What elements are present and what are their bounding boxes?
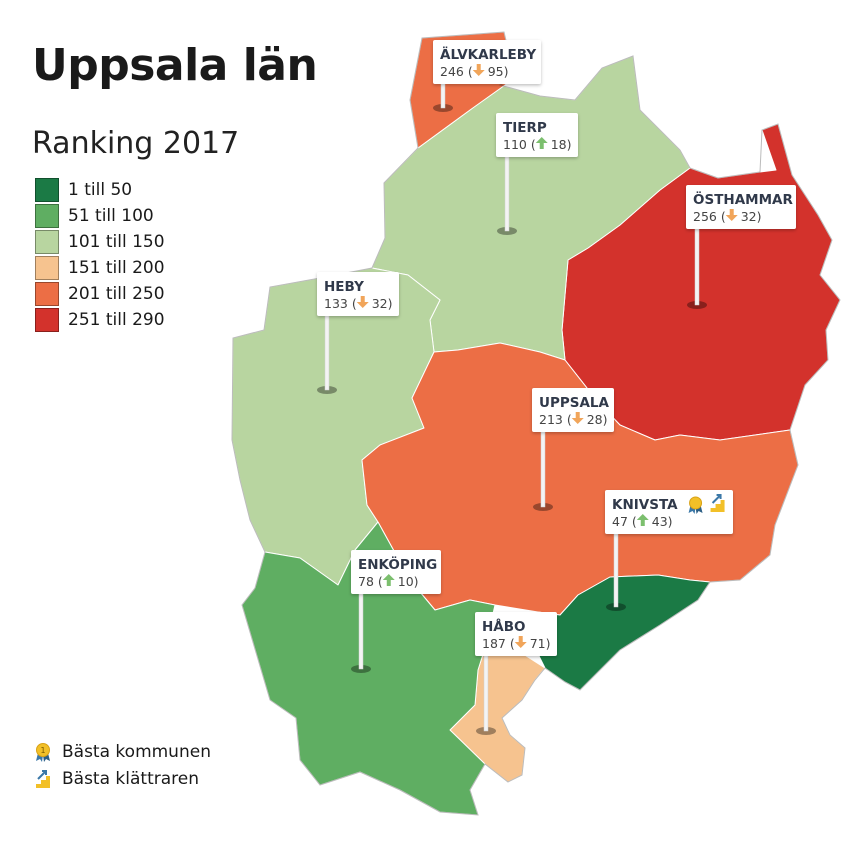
legend-item: 1 till 50: [35, 177, 165, 203]
municipality-regions: [231, 31, 841, 816]
page-subtitle: Ranking 2017: [32, 126, 240, 161]
municipality-rank: 187 (: [482, 636, 515, 651]
pin-card: [433, 40, 541, 84]
climber-icon: [710, 494, 725, 512]
municipality-change: 32): [372, 296, 393, 311]
pin-post: [483, 653, 489, 732]
arrow-down-icon: [356, 296, 369, 308]
badge-key: 1 Bästa kommunen Bästa klättraren: [32, 738, 211, 792]
municipality-change: 32): [741, 209, 762, 224]
pin-post: [504, 154, 510, 232]
legend-swatch: [35, 282, 59, 306]
pin-post: [613, 531, 619, 608]
page-title: Uppsala län: [32, 40, 318, 91]
municipality-change: 10): [398, 574, 419, 589]
legend-label: 51 till 100: [68, 206, 154, 226]
pin-post: [540, 429, 546, 508]
svg-text:1: 1: [40, 746, 45, 755]
legend-label: 201 till 250: [68, 284, 165, 304]
municipality-rank: 133 (: [324, 296, 357, 311]
legend-label: 151 till 200: [68, 258, 165, 278]
legend: 1 till 50 51 till 100 101 till 150 151 t…: [35, 177, 165, 333]
legend-item: 251 till 290: [35, 307, 165, 333]
legend-label: 1 till 50: [68, 180, 133, 200]
key-label-best-municipality: Bästa kommunen: [62, 741, 211, 762]
municipality-change: 43): [652, 514, 673, 529]
climber-icon: [36, 769, 50, 788]
municipality-name: ÄLVKARLEBY: [440, 46, 536, 63]
municipality-rank: 110 (: [503, 137, 536, 152]
legend-label: 251 till 290: [68, 310, 165, 330]
key-item: Bästa klättraren: [32, 765, 211, 792]
legend-swatch: [35, 256, 59, 280]
arrow-up-icon: [636, 514, 649, 526]
arrow-down-icon: [725, 209, 738, 221]
municipality-name: ÖSTHAMMAR: [693, 190, 793, 208]
arrow-up-icon: [382, 574, 395, 586]
municipality-name: KNIVSTA: [612, 497, 678, 513]
legend-swatch: [35, 308, 59, 332]
legend-item: 51 till 100: [35, 203, 165, 229]
municipality-name: UPPSALA: [539, 395, 610, 411]
municipality-name: HÅBO: [482, 618, 526, 635]
pin-post: [694, 226, 700, 306]
legend-label: 101 till 150: [68, 232, 165, 252]
municipality-change: 95): [488, 64, 509, 79]
pin-post: [358, 591, 364, 670]
municipality-rank: 256 (: [693, 209, 726, 224]
pin-card: [532, 388, 614, 432]
arrow-down-icon: [472, 64, 485, 76]
pin-post: [324, 313, 330, 391]
key-label-best-climber: Bästa klättraren: [62, 768, 199, 789]
municipality-name: TIERP: [503, 120, 547, 136]
pin-post: [440, 81, 446, 109]
municipality-rank: 47 (: [612, 514, 637, 529]
region-knivsta[interactable]: [534, 574, 711, 691]
municipality-name: ENKÖPING: [358, 555, 437, 573]
pin-card: [317, 272, 399, 316]
legend-item: 201 till 250: [35, 281, 165, 307]
pin-card: [496, 113, 578, 157]
municipality-name: HEBY: [324, 279, 364, 295]
region-outline: [231, 31, 841, 816]
region-enkoping[interactable]: [241, 521, 496, 816]
municipality-rank: 78 (: [358, 574, 383, 589]
arrow-down-icon: [514, 636, 527, 648]
municipality-rank: 246 (: [440, 64, 473, 79]
medal-icon: [688, 496, 703, 514]
municipality-rank: 213 (: [539, 412, 572, 427]
medal-icon: 1: [36, 742, 50, 762]
legend-swatch: [35, 230, 59, 254]
municipality-change: 28): [587, 412, 608, 427]
pin-card: [475, 612, 557, 656]
legend-swatch: [35, 204, 59, 228]
key-item: 1 Bästa kommunen: [32, 738, 211, 765]
legend-item: 101 till 150: [35, 229, 165, 255]
legend-item: 151 till 200: [35, 255, 165, 281]
municipality-change: 71): [530, 636, 551, 651]
pin-card: [686, 185, 796, 229]
arrow-down-icon: [571, 412, 584, 424]
municipality-change: 18): [551, 137, 572, 152]
arrow-up-icon: [535, 137, 548, 149]
legend-swatch: [35, 178, 59, 202]
pin-card: [351, 550, 441, 594]
